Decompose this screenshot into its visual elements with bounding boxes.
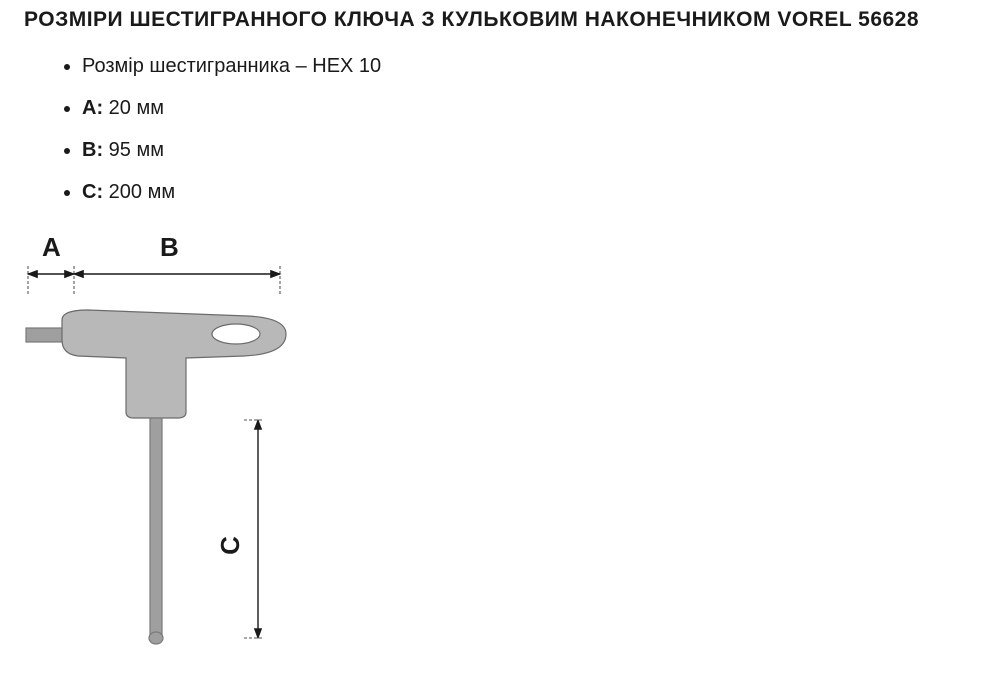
spec-label-a: A: <box>82 97 103 119</box>
spec-value-c: 200 мм <box>109 181 175 203</box>
dim-label-a: A <box>42 232 61 263</box>
spec-value-a: 20 мм <box>109 97 164 119</box>
spec-label-b: B: <box>82 139 103 161</box>
spec-label-c: C: <box>82 181 103 203</box>
spec-item-a: A: 20 мм <box>82 96 976 120</box>
spec-value-b: 95 мм <box>109 139 164 161</box>
spec-item-c: C: 200 мм <box>82 180 976 204</box>
dim-label-b: B <box>160 232 179 263</box>
dim-label-c: C <box>215 536 246 555</box>
spec-item-b: B: 95 мм <box>82 138 976 162</box>
spec-list: Розмір шестигранника – HEX 10 A: 20 мм B… <box>24 54 976 204</box>
spec-item-hex: Розмір шестигранника – HEX 10 <box>82 54 976 78</box>
page-title: РОЗМІРИ ШЕСТИГРАННОГО КЛЮЧА З КУЛЬКОВИМ … <box>24 8 976 32</box>
key-svg <box>18 232 328 652</box>
key-diagram: A B C <box>18 232 328 652</box>
